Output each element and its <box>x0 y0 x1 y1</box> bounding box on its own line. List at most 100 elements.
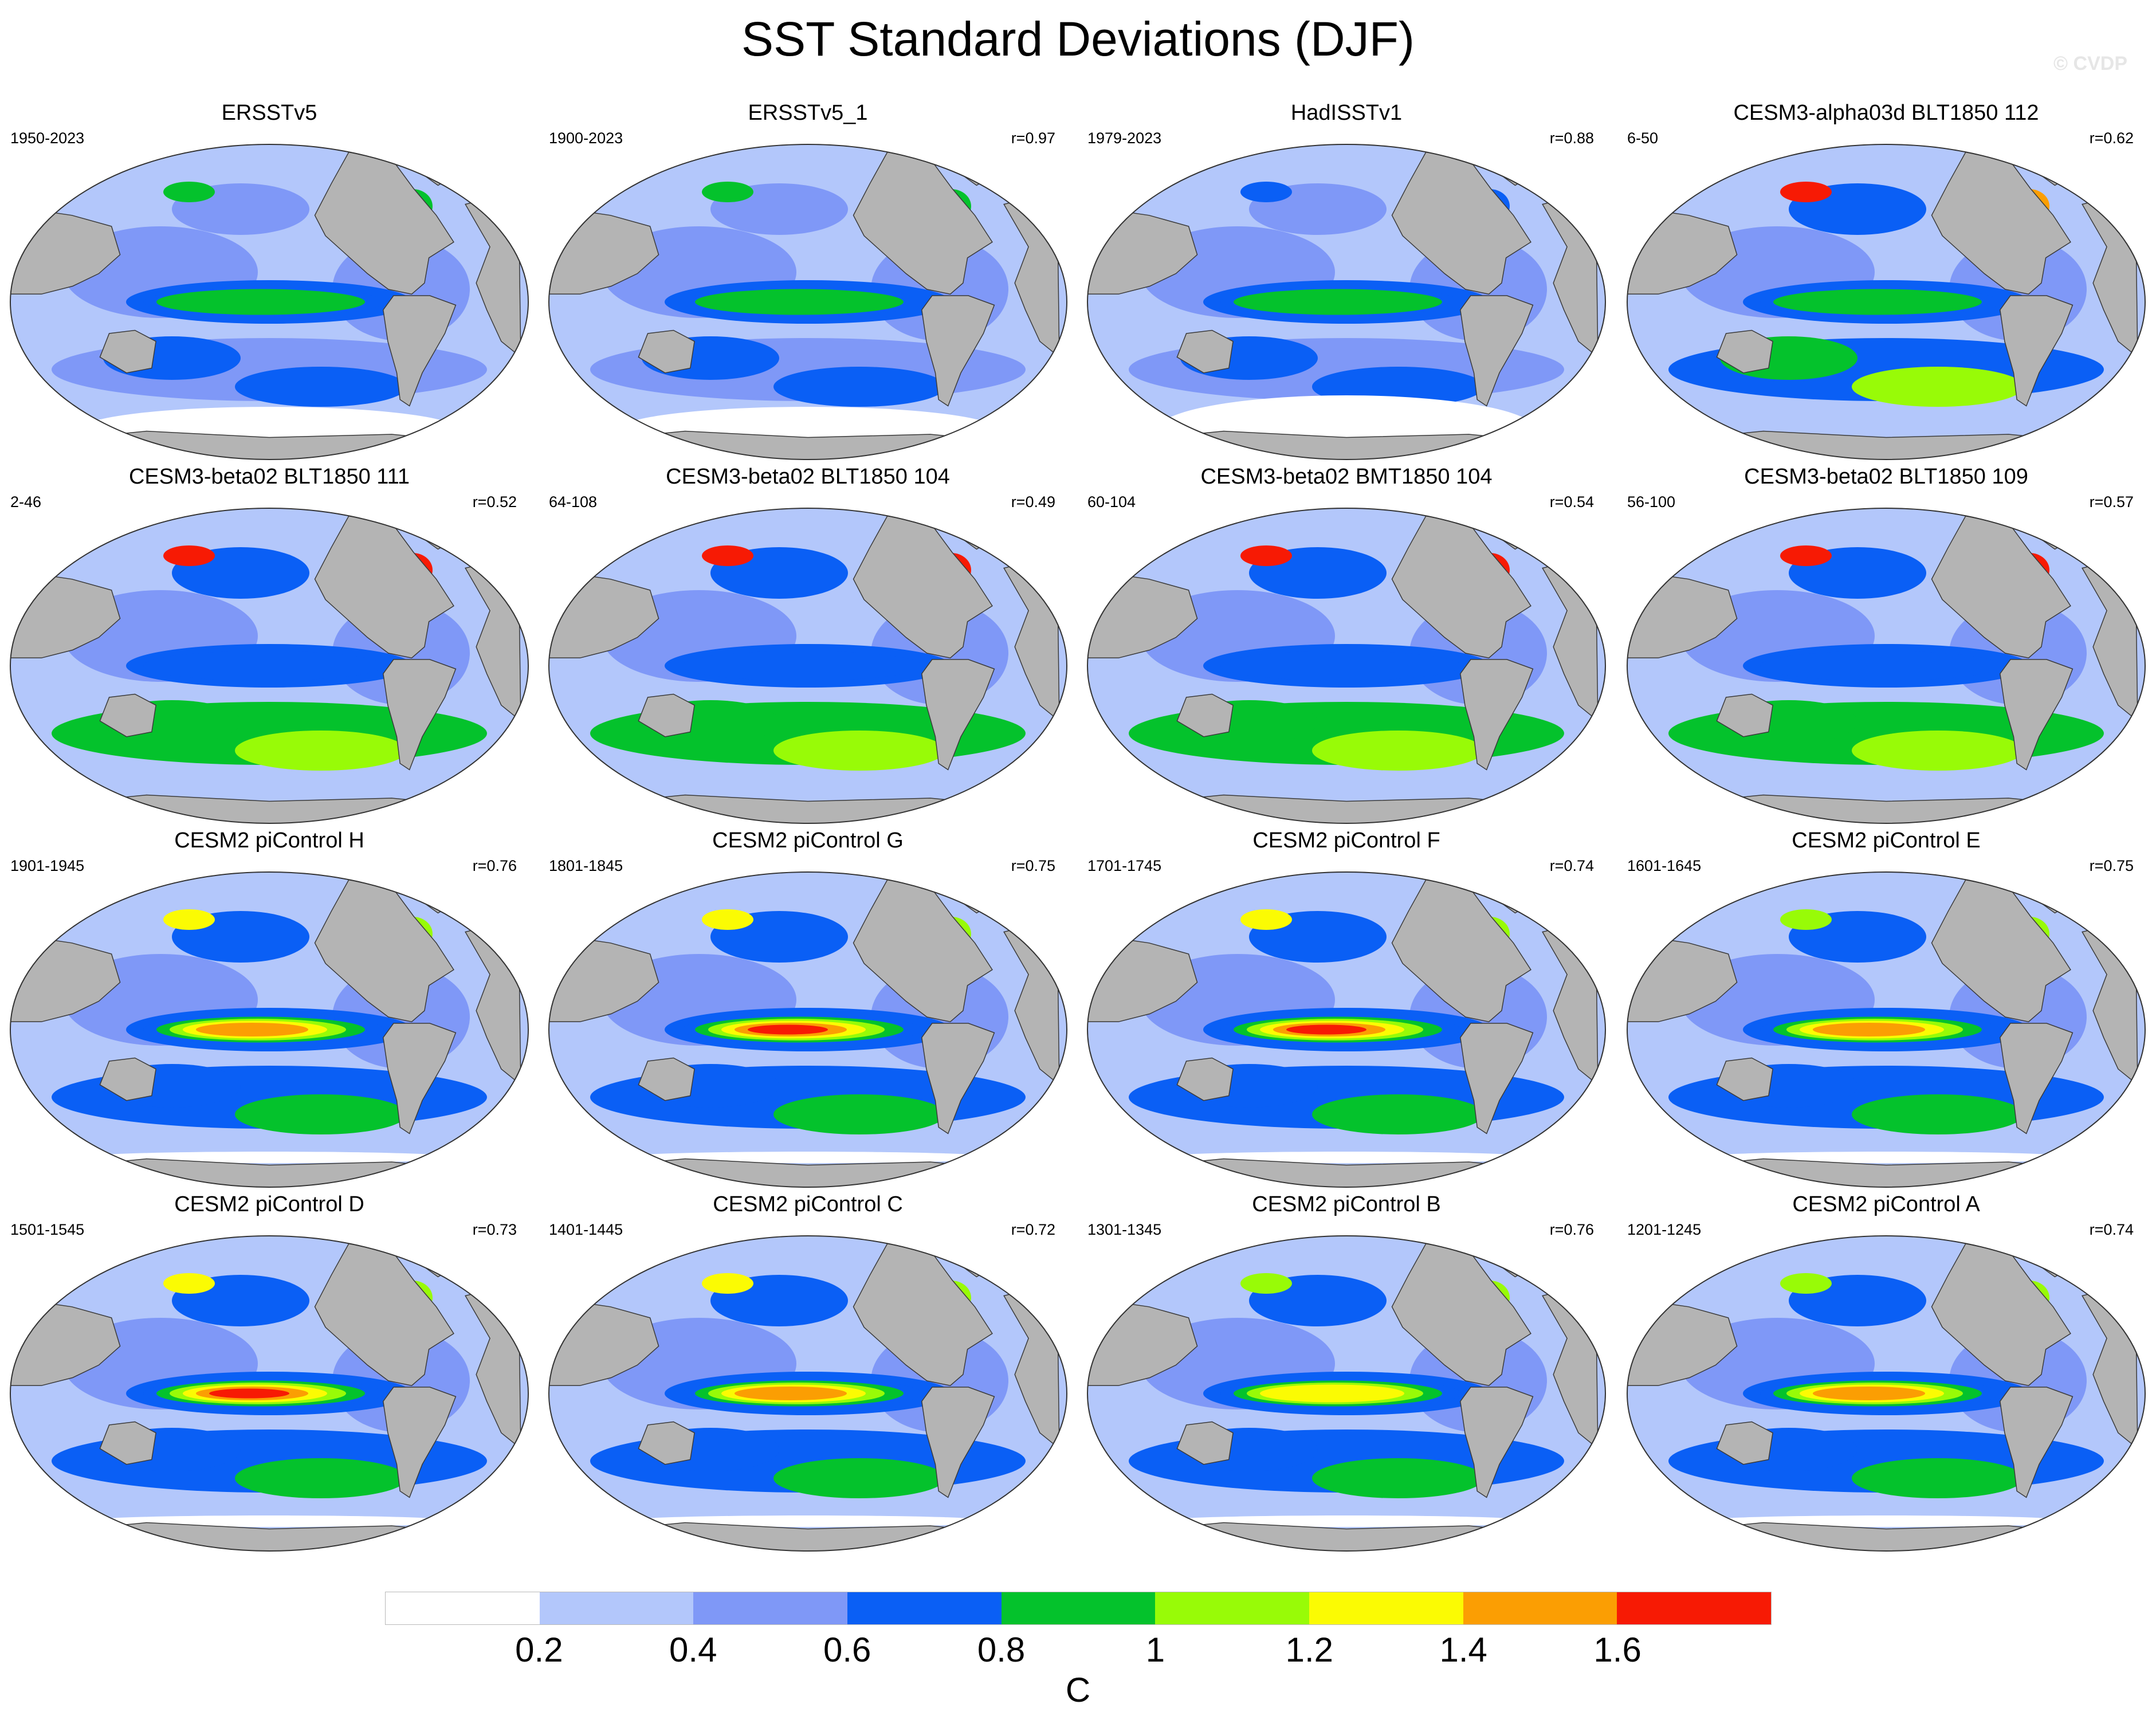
panel-period: 1401-1445 <box>549 1221 623 1238</box>
kuroshio-blob <box>1780 545 1832 566</box>
land-mass <box>638 1421 695 1465</box>
panel-title: CESM3-alpha03d BLT1850 112 <box>1733 101 2039 125</box>
map-panel: CESM3-beta02 BLT1850 104 64-108 r=0.49 <box>539 464 1077 831</box>
land-mass <box>383 1387 457 1498</box>
panel-period: 1201-1245 <box>1627 1221 1702 1238</box>
panel-pattern-correlation: r=0.72 <box>1011 1221 1055 1238</box>
land-mass <box>1391 151 1531 295</box>
enso-tongue-level <box>1773 289 1982 315</box>
kuroshio-blob <box>1780 909 1832 930</box>
southern-ocean-blob <box>235 1458 407 1498</box>
land-mass <box>1391 879 1531 1023</box>
southern-ocean-blob <box>773 1094 945 1134</box>
panel-pattern-correlation: r=0.73 <box>472 1221 517 1238</box>
land-mass <box>1931 1243 2071 1387</box>
map-border <box>548 508 1067 824</box>
map-border <box>1627 871 2146 1188</box>
robinson-map <box>1087 1235 1606 1552</box>
robinson-map <box>1627 144 2146 460</box>
land-mass <box>2000 1023 2073 1134</box>
map-border <box>10 144 529 460</box>
kuroshio-blob <box>163 1273 215 1294</box>
land-mass <box>638 1057 695 1101</box>
enso-tongue-level <box>1813 1387 1925 1400</box>
panel-period: 1301-1345 <box>1087 1221 1162 1238</box>
panel-title: CESM3-beta02 BLT1850 109 <box>1744 465 2028 489</box>
land-mass <box>638 693 695 737</box>
panel-period: 64-108 <box>549 493 598 511</box>
map-border <box>1087 144 1606 460</box>
panel-pattern-correlation: r=0.62 <box>2089 129 2134 147</box>
panel-pattern-correlation: r=0.76 <box>1549 1221 1594 1238</box>
panel-period: 1601-1645 <box>1627 857 1702 874</box>
land-mass <box>99 329 156 374</box>
land-mass <box>383 295 457 407</box>
figure-title: SST Standard Deviations (DJF) <box>741 12 1415 66</box>
enso-tongue-level <box>156 289 365 315</box>
robinson-map <box>1627 508 2146 824</box>
map-panel: CESM2 piControl B 1301-1345 r=0.76 <box>1077 1192 1616 1558</box>
kuroshio-blob <box>163 909 215 930</box>
colorbar-tick-label: 1.2 <box>1285 1631 1334 1669</box>
colorbar-tick-label: 0.2 <box>515 1631 563 1669</box>
land-mass <box>1460 295 1534 407</box>
colorbar <box>385 1592 1772 1625</box>
panel-title: CESM2 piControl A <box>1792 1192 1980 1216</box>
map-panel: HadISSTv1 1979-2023 r=0.88 <box>1077 100 1616 467</box>
kuroshio-blob <box>1780 182 1832 202</box>
southern-ocean-blob <box>1312 731 1484 771</box>
land-mass <box>1931 879 2071 1023</box>
enso-tongue-level <box>209 1388 289 1399</box>
land-mass <box>638 329 695 374</box>
enso-tongue-level <box>1260 1384 1404 1403</box>
land-mass <box>99 693 156 737</box>
map-panel: CESM2 piControl A 1201-1245 r=0.74 <box>1617 1192 2155 1558</box>
map-panel: CESM2 piControl C 1401-1445 r=0.72 <box>539 1192 1077 1558</box>
colorbar-tick-label: 1 <box>1145 1631 1165 1669</box>
land-mass <box>1931 151 2071 295</box>
kuroshio-blob <box>702 1273 753 1294</box>
panel-period: 1900-2023 <box>549 129 623 147</box>
kuroshio-blob <box>702 182 753 202</box>
southern-ocean-blob <box>1852 731 2024 771</box>
southern-ocean-blob <box>235 1094 407 1134</box>
map-border <box>10 871 529 1188</box>
land-mass <box>853 515 993 659</box>
panel-pattern-correlation: r=0.75 <box>1011 857 1055 874</box>
panel-title: CESM2 piControl C <box>713 1192 903 1216</box>
map-border <box>10 508 529 824</box>
land-mass <box>853 879 993 1023</box>
panel-title: HadISSTv1 <box>1290 101 1403 125</box>
panel-title: CESM3-beta02 BLT1850 104 <box>666 465 950 489</box>
map-panel: CESM2 piControl G 1801-1845 r=0.75 <box>539 828 1077 1195</box>
land-mass <box>921 659 995 771</box>
enso-tongue-level <box>748 1024 828 1035</box>
map-panel: CESM3-beta02 BLT1850 109 56-100 r=0.57 <box>1617 464 2155 831</box>
panel-title: ERSSTv5 <box>221 101 317 125</box>
panel-title: ERSSTv5_1 <box>748 101 868 125</box>
panel-period: 1979-2023 <box>1087 129 1162 147</box>
southern-ocean-blob <box>1852 1094 2024 1134</box>
map-panel: CESM3-alpha03d BLT1850 112 6-50 r=0.62 <box>1617 100 2155 467</box>
land-mass <box>383 659 457 771</box>
land-mass <box>1716 693 1773 737</box>
robinson-map <box>1087 144 1606 460</box>
enso-tongue-level <box>1760 651 2001 681</box>
panel-period: 1801-1845 <box>549 857 623 874</box>
land-mass <box>2000 659 2073 771</box>
land-mass <box>921 1387 995 1498</box>
enso-tongue-level <box>1234 289 1442 315</box>
land-mass <box>853 1243 993 1387</box>
southern-ocean-blob <box>1312 1094 1484 1134</box>
kuroshio-blob <box>1240 909 1292 930</box>
land-mass <box>99 1057 156 1101</box>
land-mass <box>314 515 454 659</box>
panel-title: CESM2 piControl F <box>1252 828 1440 853</box>
southern-ocean-blob <box>773 1458 945 1498</box>
panel-period: 1901-1945 <box>10 857 85 874</box>
kuroshio-blob <box>702 545 753 566</box>
southern-ocean-blob <box>773 367 945 407</box>
robinson-map <box>548 871 1067 1188</box>
map-border <box>1087 508 1606 824</box>
map-panel: ERSSTv5 1950-2023 <box>0 100 539 467</box>
